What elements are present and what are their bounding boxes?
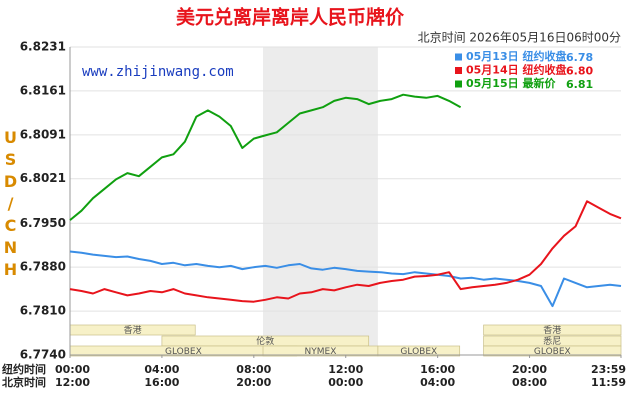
- x-tick-label: 20:00: [512, 363, 547, 376]
- legend-value: 6.80: [566, 65, 593, 78]
- legend-swatch: [455, 67, 462, 74]
- x2-tick-label: 04:00: [420, 376, 455, 389]
- y-tick-label: 6.8021: [20, 171, 66, 185]
- watermark: www.zhijinwang.com: [82, 64, 234, 80]
- chart-title: 美元兑离岸离岸人民币牌价: [176, 6, 405, 29]
- series-line: [69, 250, 622, 308]
- x-row-label: 纽约时间: [2, 362, 46, 376]
- y-tick-label: 6.8231: [20, 40, 66, 54]
- legend-label: 05月15日 最新价: [466, 76, 556, 90]
- x-tick-label: 23:59: [591, 363, 626, 376]
- legend-swatch: [455, 80, 462, 88]
- session-label: 悉尼: [543, 335, 561, 347]
- shaded-region: [263, 47, 378, 355]
- session-label: GLOBEX: [534, 347, 571, 357]
- session-bar: [483, 324, 622, 336]
- x2-row-label: 北京时间: [2, 375, 46, 389]
- session-label: GLOBEX: [400, 347, 437, 357]
- x-tick-label: 08:00: [236, 363, 271, 376]
- y-tick-label: 6.8161: [20, 83, 66, 97]
- session-label: NYMEX: [305, 347, 337, 357]
- legend-label: 05月14日 纽约收盘: [466, 63, 566, 77]
- x-tick-label: 16:00: [420, 363, 455, 376]
- session-label: 香港: [543, 324, 561, 336]
- session-bar: [483, 345, 622, 357]
- x2-tick-label: 00:00: [328, 376, 363, 389]
- y-tick-label: 6.8091: [20, 127, 66, 141]
- chart-subtitle: 北京时间 2026年05月16日06时00分: [418, 31, 621, 45]
- x-tick-label: 12:00: [328, 363, 363, 376]
- legend-label: 05月13日 纽约收盘: [466, 49, 566, 63]
- y-axis-label: USD/CNH: [1, 128, 20, 282]
- series-line: [69, 200, 622, 303]
- legend-value: 6.81: [566, 78, 593, 91]
- x2-tick-label: 20:00: [236, 376, 271, 389]
- session-label: 伦敦: [256, 335, 274, 347]
- legend-value: 6.78: [566, 51, 593, 64]
- x2-tick-label: 08:00: [512, 376, 547, 389]
- y-tick-label: 6.7950: [20, 216, 66, 230]
- x-tick-label: 00:00: [55, 363, 90, 376]
- y-tick-label: 6.7740: [20, 348, 66, 362]
- x-tick-label: 04:00: [144, 363, 179, 376]
- x2-tick-label: 12:00: [55, 376, 90, 389]
- session-bar: [377, 345, 461, 357]
- session-label: GLOBEX: [165, 347, 202, 357]
- session-label: 香港: [124, 324, 142, 336]
- series-line: [69, 93, 462, 221]
- y-tick-label: 6.7810: [20, 304, 66, 318]
- y-tick-label: 6.7880: [20, 260, 66, 274]
- x2-tick-label: 16:00: [144, 376, 179, 389]
- x2-tick-label: 11:59: [591, 376, 626, 389]
- legend-swatch: [455, 53, 462, 61]
